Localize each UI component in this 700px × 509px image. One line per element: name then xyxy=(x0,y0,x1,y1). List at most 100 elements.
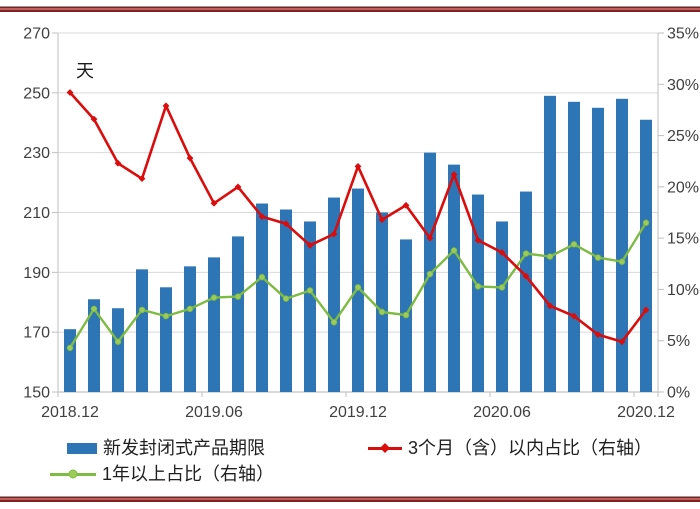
red-point-marker xyxy=(570,312,578,320)
y-right-tick-label: 5% xyxy=(667,333,690,350)
red-point-marker xyxy=(66,89,74,96)
y-right-tick-label: 15% xyxy=(667,231,699,248)
x-axis-tick-label: 2019.06 xyxy=(185,404,243,421)
red-point-marker xyxy=(282,220,290,228)
y-right-tick-label: 30% xyxy=(667,77,699,94)
bar xyxy=(184,266,196,392)
bar xyxy=(232,236,244,392)
bar xyxy=(376,212,388,392)
bottom-rule-line xyxy=(0,496,700,502)
legend-label-bar-series: 新发封闭式产品期限 xyxy=(103,438,265,458)
bar xyxy=(304,221,316,392)
y-right-tick-label: 10% xyxy=(667,282,699,299)
green-point-marker xyxy=(450,247,458,254)
legend-item-bar-series: 新发封闭式产品期限 xyxy=(67,438,265,458)
unit-label: 天 xyxy=(76,61,94,81)
bar xyxy=(88,299,100,392)
red-point-marker xyxy=(330,230,338,238)
red-point-marker xyxy=(90,115,98,123)
green-point-marker xyxy=(378,308,386,316)
y-right-tick-label: 25% xyxy=(667,128,699,145)
x-axis-tick-label: 2019.12 xyxy=(329,404,387,421)
legend-item-green-line: 1年以上占比（右轴） xyxy=(50,464,274,484)
green-point-marker xyxy=(546,253,554,260)
red-line-series xyxy=(66,89,650,346)
bar xyxy=(496,221,508,392)
legend-label-red-line: 3个月（含）以内占比（右轴） xyxy=(408,438,653,458)
x-axis-tick-label: 2020.12 xyxy=(617,404,675,421)
green-point-marker xyxy=(642,219,650,226)
green-point-marker xyxy=(522,250,530,257)
green-point-marker xyxy=(90,305,98,313)
green-point-marker xyxy=(162,312,170,320)
red-point-marker xyxy=(498,249,506,256)
green-dot-marker-icon xyxy=(68,469,78,479)
bar xyxy=(472,194,484,392)
y-right-tick-label: 20% xyxy=(667,179,699,196)
green-point-marker xyxy=(330,319,338,326)
red-point-marker xyxy=(210,199,218,207)
red-point-marker xyxy=(594,331,602,338)
x-axis-tick-label: 2020.06 xyxy=(473,404,531,421)
y-left-tick-label: 170 xyxy=(23,325,50,342)
y-left-tick-label: 190 xyxy=(23,265,50,282)
red-point-marker xyxy=(234,183,242,191)
green-line-series xyxy=(66,219,650,352)
red-point-marker xyxy=(426,234,434,242)
bar-series-swatch xyxy=(67,442,97,454)
green-point-marker xyxy=(66,344,74,352)
green-line-swatch xyxy=(50,469,96,479)
x-axis-tick-label: 2018.12 xyxy=(41,404,99,421)
bar xyxy=(448,164,460,392)
green-point-marker xyxy=(114,338,122,345)
green-point-marker xyxy=(594,254,602,261)
y-right-labels: 0% 5% 10% 15% 20% 25% 30% 35% xyxy=(667,26,699,402)
bar xyxy=(64,329,76,392)
y-left-tick-label: 270 xyxy=(23,26,50,43)
red-point-marker xyxy=(186,154,194,162)
green-point-marker xyxy=(210,294,218,301)
red-point-marker xyxy=(402,201,410,209)
bar xyxy=(520,191,532,392)
top-rule-line xyxy=(0,6,700,12)
x-axis-labels: 2018.12 2019.06 2019.12 2020.06 2020.12 xyxy=(41,404,675,421)
bar xyxy=(256,203,268,392)
red-point-marker xyxy=(354,162,362,170)
bar xyxy=(136,269,148,392)
green-point-marker xyxy=(402,311,410,319)
red-point-marker xyxy=(618,338,626,346)
red-line-swatch xyxy=(368,443,402,453)
y-gridlines xyxy=(52,32,664,393)
green-point-marker xyxy=(426,270,434,278)
left-axis-unit-label: 天 xyxy=(76,61,94,81)
green-point-marker xyxy=(186,305,194,313)
red-diamond-marker-icon xyxy=(380,443,390,453)
bar-series xyxy=(64,95,652,393)
y-left-tick-label: 230 xyxy=(23,145,50,162)
red-point-marker xyxy=(114,159,122,167)
red-point-marker xyxy=(474,236,482,244)
green-point-marker xyxy=(618,258,626,265)
bar xyxy=(208,257,220,392)
bar xyxy=(616,98,628,393)
bar xyxy=(328,197,340,392)
green-point-marker xyxy=(474,283,482,290)
red-point-marker xyxy=(546,302,554,310)
green-point-marker xyxy=(570,241,578,248)
green-point-marker xyxy=(282,295,290,302)
bar xyxy=(640,119,652,392)
red-point-marker xyxy=(138,175,146,183)
legend-label-green-line: 1年以上占比（右轴） xyxy=(102,464,275,484)
green-point-marker xyxy=(258,273,266,281)
y-right-tick-label: 0% xyxy=(667,385,690,402)
legend-item-red-line: 3个月（含）以内占比（右轴） xyxy=(368,438,652,458)
y-left-tick-label: 250 xyxy=(23,85,50,102)
y-right-tick-label: 35% xyxy=(667,26,699,43)
red-point-marker xyxy=(450,171,458,178)
bar xyxy=(592,107,604,393)
axis-lines xyxy=(57,33,659,397)
red-point-marker xyxy=(162,102,170,110)
red-point-marker xyxy=(378,216,386,224)
y-left-tick-label: 150 xyxy=(23,385,50,402)
